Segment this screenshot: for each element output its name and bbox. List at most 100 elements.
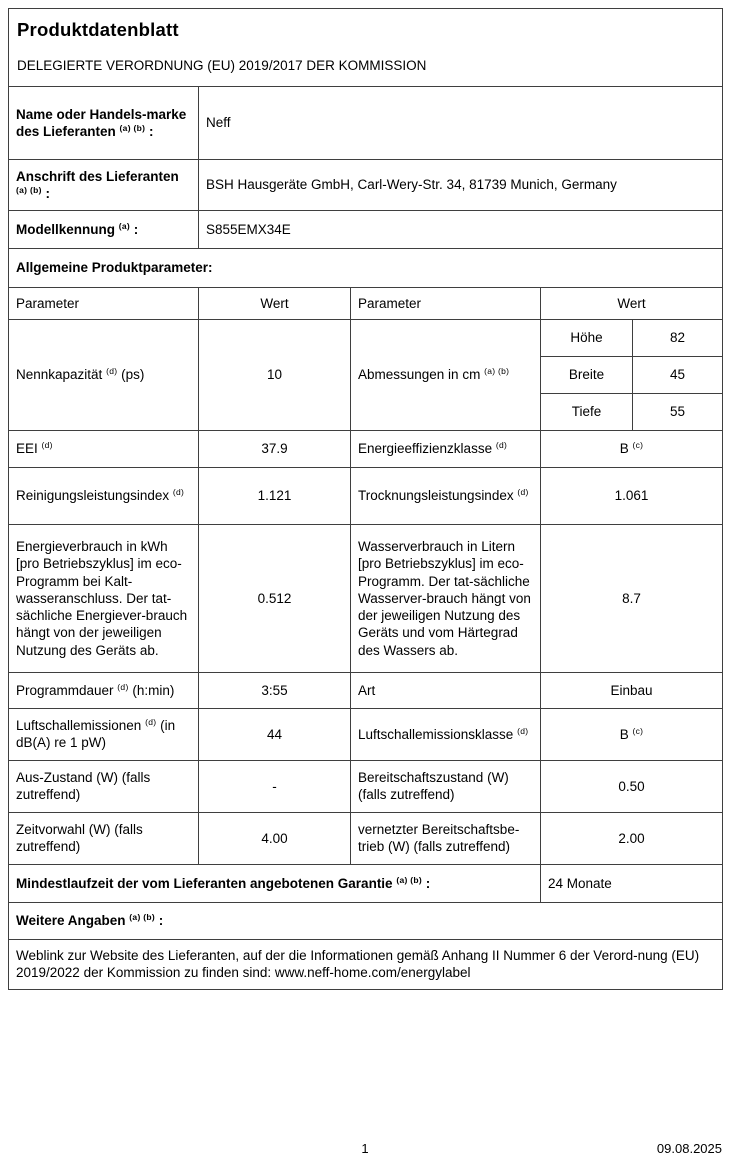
supplier-name-footnotes: (a) (b) bbox=[119, 122, 146, 133]
row-offmode-standby: Aus-Zustand (W) (falls zutreffend) - Ber… bbox=[8, 759, 724, 813]
noise-unit: (in dB(A) re 1 pW) bbox=[16, 718, 176, 751]
row-supplier-address: Anschrift des Lieferanten (a) (b) : BSH … bbox=[8, 158, 724, 211]
type-label: Art bbox=[350, 671, 541, 709]
page-footer: 1 09.08.2025 bbox=[8, 1141, 722, 1159]
product-datasheet-table: Produktdatenblatt DELEGIERTE VERORDNUNG … bbox=[7, 8, 724, 990]
supplier-address-value: BSH Hausgeräte GmbH, Carl-Wery-Str. 34, … bbox=[197, 158, 724, 211]
noise-class-value-footnote: (c) bbox=[632, 725, 644, 736]
supplier-address-colon: : bbox=[41, 185, 50, 201]
drying-index-footnotes: (d) bbox=[517, 487, 529, 498]
capacity-label-text: Nennkapazität bbox=[16, 367, 107, 383]
energy-consumption-value: 0.512 bbox=[198, 523, 351, 673]
model-id-label-text: Modellkennung bbox=[16, 221, 119, 237]
cleaning-index-label: Reinigungsleistungsindex (d) bbox=[8, 466, 199, 525]
energy-class-footnotes: (d) bbox=[495, 440, 508, 451]
noise-label: Luftschallemissionen (d) (in dB(A) re 1 … bbox=[8, 707, 199, 761]
row-section-header: Allgemeine Produktparameter: bbox=[7, 247, 724, 288]
model-id-colon: : bbox=[130, 221, 139, 237]
networked-standby-value: 2.00 bbox=[539, 811, 724, 865]
row-duration-type: Programmdauer (d) (h:min) 3:55 Art Einba… bbox=[8, 671, 724, 709]
warranty-value: 24 Monate bbox=[539, 863, 724, 903]
cleaning-index-value: 1.121 bbox=[198, 466, 351, 525]
additional-info-footnotes: (a) (b) bbox=[129, 912, 155, 923]
supplier-address-label-text: Anschrift des Lieferanten bbox=[16, 168, 179, 184]
document-title: Produktdatenblatt bbox=[17, 19, 179, 40]
standby-value: 0.50 bbox=[539, 759, 724, 813]
dimension-depth-value: 55 bbox=[631, 392, 724, 431]
warranty-label-text: Mindestlaufzeit der vom Lieferanten ange… bbox=[16, 875, 397, 891]
row-column-headers: Parameter Wert Parameter Wert bbox=[8, 286, 724, 320]
row-energy-water-consumption: Energieverbrauch in kWh [pro Betriebszyk… bbox=[8, 523, 724, 673]
additional-info-label-text: Weitere Angaben bbox=[16, 913, 130, 929]
supplier-address-footnotes: (a) (b) bbox=[16, 184, 42, 195]
networked-standby-label: vernetzter Bereitschaftsbe-trieb (W) (fa… bbox=[350, 811, 541, 865]
delay-start-value: 4.00 bbox=[198, 811, 351, 865]
noise-class-label: Luftschallemissionsklasse (d) bbox=[350, 707, 541, 761]
row-supplier-name: Name oder Handels-marke des Lieferanten … bbox=[8, 85, 724, 160]
section-header: Allgemeine Produktparameter: bbox=[7, 247, 724, 288]
drying-index-value: 1.061 bbox=[539, 466, 724, 525]
dimension-height-label: Höhe bbox=[540, 318, 633, 357]
duration-value: 3:55 bbox=[198, 671, 351, 709]
off-mode-label: Aus-Zustand (W) (falls zutreffend) bbox=[8, 759, 199, 813]
header-row: Produktdatenblatt DELEGIERTE VERORDNUNG … bbox=[7, 8, 724, 87]
supplier-name-colon: : bbox=[145, 123, 154, 139]
row-noise: Luftschallemissionen (d) (in dB(A) re 1 … bbox=[8, 707, 724, 761]
dimensions-footnotes: (a) (b) bbox=[484, 366, 510, 377]
noise-label-text: Luftschallemissionen bbox=[16, 718, 146, 734]
supplier-name-value: Neff bbox=[197, 85, 724, 160]
dimensions-label-text: Abmessungen in cm bbox=[358, 367, 485, 383]
type-value: Einbau bbox=[539, 671, 724, 709]
eei-value: 37.9 bbox=[198, 429, 351, 468]
energy-consumption-label: Energieverbrauch in kWh [pro Betriebszyk… bbox=[8, 523, 199, 673]
noise-footnotes: (d) bbox=[145, 717, 157, 728]
duration-unit: (h:min) bbox=[128, 682, 175, 698]
header-cell: Produktdatenblatt DELEGIERTE VERORDNUNG … bbox=[7, 8, 724, 87]
row-capacity-dimensions-3: Tiefe 55 bbox=[9, 392, 724, 431]
duration-label: Programmdauer (d) (h:min) bbox=[8, 671, 199, 709]
drying-index-label-text: Trocknungsleistungsindex bbox=[358, 488, 518, 504]
col-header-wert-left: Wert bbox=[198, 286, 351, 320]
cleaning-index-footnotes: (d) bbox=[172, 487, 185, 498]
row-capacity-dimensions-2: Breite 45 bbox=[9, 355, 724, 394]
water-consumption-label: Wasserverbrauch in Litern [pro Betriebsz… bbox=[350, 523, 541, 673]
noise-value: 44 bbox=[198, 707, 351, 761]
dimension-height-value: 82 bbox=[631, 318, 724, 357]
row-warranty: Mindestlaufzeit der vom Lieferanten ange… bbox=[8, 863, 724, 903]
col-header-wert-right: Wert bbox=[539, 286, 724, 320]
energy-class-value: B (c) bbox=[539, 429, 724, 468]
warranty-footnotes: (a) (b) bbox=[396, 874, 423, 885]
additional-info-colon: : bbox=[155, 913, 164, 929]
weblink-text: Weblink zur Website des Lieferanten, auf… bbox=[7, 938, 724, 990]
duration-footnotes: (d) bbox=[117, 681, 129, 692]
energy-class-label: Energieeffizienzklasse (d) bbox=[350, 429, 541, 468]
warranty-label: Mindestlaufzeit der vom Lieferanten ange… bbox=[8, 863, 541, 903]
row-eei-energyclass: EEI (d) 37.9 Energieeffizienzklasse (d) … bbox=[8, 429, 724, 468]
eei-label: EEI (d) bbox=[8, 429, 199, 468]
col-header-parameter-right: Parameter bbox=[350, 286, 541, 320]
standby-label: Bereitschaftszustand (W) (falls zutreffe… bbox=[350, 759, 541, 813]
model-id-value: S855EMX34E bbox=[197, 209, 724, 249]
row-model-id: Modellkennung (a) : S855EMX34E bbox=[8, 209, 724, 249]
capacity-unit: (ps) bbox=[117, 367, 145, 383]
delay-start-label: Zeitvorwahl (W) (falls zutreffend) bbox=[8, 811, 199, 865]
energy-class-label-text: Energieeffizienzklasse bbox=[358, 441, 496, 457]
dimension-width-value: 45 bbox=[631, 355, 724, 394]
energy-class-value-text: B bbox=[619, 441, 633, 457]
footer-date: 09.08.2025 bbox=[656, 1141, 722, 1156]
col-header-parameter-left: Parameter bbox=[8, 286, 199, 320]
noise-class-value: B (c) bbox=[539, 707, 724, 761]
water-consumption-value: 8.7 bbox=[539, 523, 724, 673]
regulation-subtitle: DELEGIERTE VERORDNUNG (EU) 2019/2017 DER… bbox=[17, 57, 427, 73]
noise-class-value-text: B bbox=[619, 726, 633, 742]
row-cleaning-drying-index: Reinigungsleistungsindex (d) 1.121 Trock… bbox=[8, 466, 724, 525]
page-number: 1 bbox=[361, 1141, 369, 1156]
supplier-name-label-text: Name oder Handels-marke des Lieferanten bbox=[16, 106, 187, 139]
dimension-width-label: Breite bbox=[540, 355, 633, 394]
cleaning-index-label-text: Reinigungsleistungsindex bbox=[16, 488, 173, 504]
drying-index-label: Trocknungsleistungsindex (d) bbox=[350, 466, 541, 525]
row-delaystart-networked: Zeitvorwahl (W) (falls zutreffend) 4.00 … bbox=[8, 811, 724, 865]
dimensions-label: Abmessungen in cm (a) (b) bbox=[350, 318, 541, 431]
model-id-label: Modellkennung (a) : bbox=[8, 209, 199, 249]
